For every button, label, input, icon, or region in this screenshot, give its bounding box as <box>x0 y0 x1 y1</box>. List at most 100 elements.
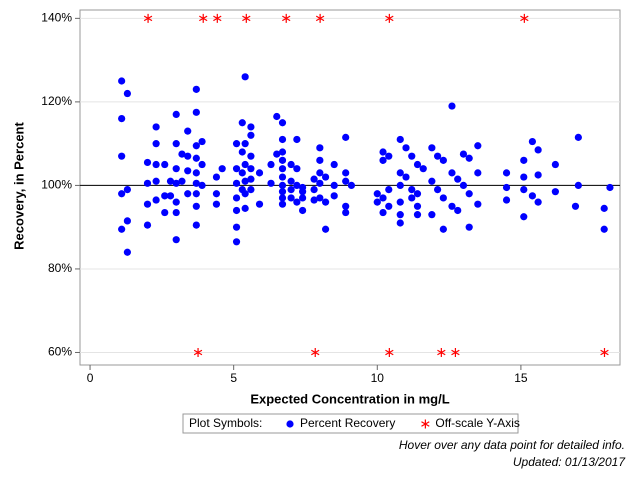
data-point[interactable] <box>287 185 295 194</box>
data-point[interactable] <box>413 211 422 219</box>
data-point[interactable] <box>534 146 542 154</box>
data-point[interactable] <box>385 202 393 210</box>
data-point[interactable] <box>172 140 180 148</box>
data-point[interactable] <box>241 204 249 212</box>
data-point[interactable] <box>330 192 338 200</box>
data-point[interactable] <box>247 165 255 173</box>
data-point[interactable] <box>241 177 249 185</box>
data-point[interactable] <box>373 198 381 206</box>
data-point[interactable] <box>232 179 241 187</box>
data-point[interactable] <box>192 202 200 210</box>
data-point[interactable] <box>118 225 126 233</box>
data-point[interactable] <box>232 194 241 202</box>
data-point[interactable] <box>428 211 436 219</box>
data-point[interactable] <box>172 208 180 217</box>
data-point[interactable] <box>316 144 324 152</box>
data-point[interactable] <box>238 119 246 127</box>
data-point[interactable] <box>474 200 482 208</box>
data-point[interactable] <box>178 177 186 185</box>
data-point[interactable] <box>255 200 264 208</box>
data-point[interactable] <box>192 190 200 198</box>
data-point[interactable] <box>287 160 295 169</box>
data-point[interactable] <box>232 165 241 173</box>
data-point[interactable] <box>534 198 542 206</box>
data-point[interactable] <box>232 238 241 246</box>
data-point[interactable] <box>342 169 350 177</box>
data-point[interactable] <box>299 194 307 202</box>
data-point[interactable] <box>342 208 350 217</box>
data-point[interactable] <box>373 190 381 198</box>
data-point[interactable] <box>123 185 131 194</box>
data-point[interactable] <box>293 135 301 144</box>
data-point[interactable] <box>172 179 180 187</box>
data-point[interactable] <box>267 160 275 169</box>
data-point[interactable] <box>474 142 482 150</box>
data-point[interactable] <box>238 148 246 156</box>
data-point[interactable] <box>439 225 447 233</box>
data-point[interactable] <box>459 150 468 158</box>
data-point[interactable] <box>434 152 442 160</box>
data-point[interactable] <box>172 165 180 173</box>
data-point[interactable] <box>192 221 200 229</box>
data-point[interactable] <box>454 206 462 215</box>
data-point[interactable] <box>293 181 301 190</box>
data-point[interactable] <box>178 150 186 158</box>
data-point[interactable] <box>161 192 169 200</box>
data-point[interactable] <box>198 181 206 190</box>
data-point[interactable] <box>408 185 416 194</box>
data-point[interactable] <box>396 198 404 206</box>
data-point[interactable] <box>212 200 221 208</box>
data-point[interactable] <box>247 123 255 131</box>
data-point[interactable] <box>342 177 350 185</box>
data-point[interactable] <box>241 140 249 148</box>
data-point[interactable] <box>606 183 614 192</box>
data-point[interactable] <box>528 137 536 146</box>
data-point[interactable] <box>166 177 175 185</box>
data-point[interactable] <box>161 208 169 217</box>
data-point[interactable] <box>448 169 456 177</box>
data-point[interactable] <box>534 171 542 179</box>
data-point[interactable] <box>192 154 200 162</box>
data-point[interactable] <box>439 156 447 164</box>
data-point[interactable] <box>166 192 175 200</box>
data-point[interactable] <box>278 148 287 156</box>
data-point[interactable] <box>310 196 318 204</box>
data-point[interactable] <box>316 179 324 187</box>
data-point[interactable] <box>192 179 200 187</box>
data-point[interactable] <box>123 248 131 256</box>
data-point[interactable] <box>143 158 152 167</box>
data-point[interactable] <box>434 185 442 194</box>
data-point[interactable] <box>143 200 152 208</box>
data-point[interactable] <box>402 173 410 181</box>
data-point[interactable] <box>273 112 281 121</box>
data-point[interactable] <box>293 198 301 206</box>
data-point[interactable] <box>287 177 295 185</box>
data-point[interactable] <box>385 185 393 194</box>
data-point[interactable] <box>278 156 287 164</box>
data-point[interactable] <box>192 169 200 177</box>
data-point[interactable] <box>465 223 473 231</box>
data-point[interactable] <box>465 190 473 198</box>
data-point[interactable] <box>551 188 559 196</box>
data-point[interactable] <box>379 208 387 217</box>
data-point[interactable] <box>172 198 180 206</box>
data-point[interactable] <box>402 144 410 152</box>
data-point[interactable] <box>342 133 350 141</box>
data-point[interactable] <box>247 131 255 139</box>
data-point[interactable] <box>247 175 255 183</box>
data-point[interactable] <box>152 123 160 131</box>
data-point[interactable] <box>574 181 582 190</box>
data-point[interactable] <box>454 175 462 183</box>
data-point[interactable] <box>118 77 126 85</box>
data-point[interactable] <box>502 183 511 192</box>
data-point[interactable] <box>184 152 192 160</box>
data-point[interactable] <box>316 194 324 202</box>
data-point[interactable] <box>347 181 356 190</box>
data-point[interactable] <box>385 152 393 160</box>
data-point[interactable] <box>212 190 221 198</box>
data-point[interactable] <box>310 175 318 183</box>
data-point[interactable] <box>408 194 416 202</box>
data-point[interactable] <box>143 179 152 187</box>
data-point[interactable] <box>161 160 169 169</box>
data-point[interactable] <box>278 194 287 202</box>
